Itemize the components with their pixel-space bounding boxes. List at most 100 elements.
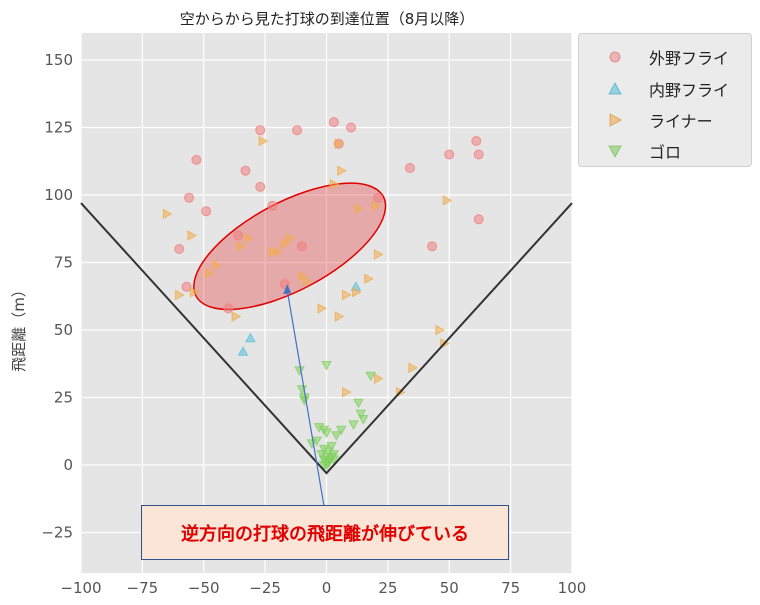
data-point [471, 136, 482, 146]
data-point [268, 246, 279, 258]
x-tick-label: 0 [322, 579, 332, 597]
y-axis-label: 飛距離（m） [10, 282, 28, 372]
data-point [316, 450, 327, 460]
legend-label: 内野フライ [649, 81, 730, 100]
data-point [181, 281, 192, 292]
data-point [321, 428, 332, 439]
triangle-down-marker-icon [608, 145, 622, 159]
data-point [187, 230, 198, 241]
data-point [258, 135, 269, 147]
y-tick-label: 125 [44, 119, 73, 137]
chart-title: 空からから見た打球の到達位置（8月以降） [180, 10, 475, 28]
data-point [321, 361, 332, 371]
data-point [346, 122, 357, 133]
legend-label: 外野フライ [649, 49, 730, 68]
legend-label: ライナー [649, 112, 713, 131]
data-point [342, 386, 352, 398]
y-tick-label: 150 [44, 51, 73, 69]
data-point [302, 276, 313, 287]
data-point [371, 200, 382, 212]
data-point [353, 398, 364, 409]
data-point [267, 200, 278, 211]
data-point [318, 460, 330, 471]
data-point [473, 149, 484, 160]
x-tick-label: −75 [127, 579, 159, 597]
y-tick-label: 50 [54, 321, 73, 339]
x-tick-label: 25 [378, 579, 397, 597]
data-point [162, 208, 173, 220]
y-tick-label: 25 [54, 389, 73, 407]
data-point [201, 206, 212, 217]
x-tick-label: 100 [558, 579, 587, 597]
data-point [326, 442, 337, 452]
data-point [351, 286, 362, 298]
data-point [335, 425, 347, 436]
data-point [175, 289, 185, 301]
data-point [285, 232, 296, 244]
data-point [373, 192, 384, 203]
data-point [233, 230, 244, 241]
y-tick-label: 0 [63, 456, 73, 474]
data-point [337, 165, 347, 177]
foul-line [80, 202, 573, 475]
data-point [236, 240, 247, 252]
legend-label: ゴロ [649, 143, 682, 162]
annotation-callout: 逆方向の打球の飛距離が伸びている [141, 505, 509, 560]
data-point [435, 324, 445, 336]
data-point [329, 178, 340, 190]
data-point [354, 203, 364, 214]
legend-item-outfield-fly: 外野フライ [579, 42, 753, 72]
legend: 外野フライ 内野フライ ライナー ゴロ [578, 33, 752, 167]
legend-item-infield-fly: 内野フライ [579, 74, 753, 104]
data-point [240, 165, 251, 176]
data-point [255, 125, 266, 136]
x-tick-label: −100 [60, 579, 101, 597]
data-point [473, 214, 484, 225]
data-point [280, 238, 291, 249]
data-point [328, 117, 339, 128]
data-point [294, 366, 305, 377]
data-point [373, 373, 384, 384]
data-point [442, 195, 453, 206]
data-point [404, 163, 415, 173]
data-point [357, 415, 369, 425]
data-point [223, 303, 234, 314]
data-point [292, 125, 303, 136]
triangle-right-marker-icon [609, 113, 623, 127]
data-point [243, 232, 254, 244]
data-point [184, 192, 195, 203]
data-point [330, 431, 342, 441]
data-point [174, 244, 185, 254]
data-point [342, 289, 352, 301]
data-point [444, 149, 455, 160]
data-point [373, 249, 384, 260]
data-point [334, 138, 345, 150]
data-point [317, 303, 328, 314]
data-point [211, 259, 222, 271]
legend-item-grounder: ゴロ [579, 136, 753, 166]
data-point [427, 241, 438, 252]
annotation-arrow-line [286, 289, 325, 507]
data-point [245, 332, 256, 343]
data-point [408, 362, 418, 374]
data-point [365, 371, 377, 382]
y-tick-labels: −25 0 25 50 75 100 125 150 [41, 51, 73, 542]
y-tick-label: 100 [44, 186, 73, 204]
data-point [189, 286, 200, 298]
data-point [297, 270, 308, 282]
y-tick-label: −25 [41, 524, 73, 542]
legend-item-liner: ライナー [579, 105, 753, 135]
annotation-arrow-layer [283, 284, 325, 507]
data-point [355, 409, 367, 420]
annotation-arrow-head [283, 284, 292, 295]
x-tick-label: −50 [188, 579, 220, 597]
x-tick-label: −25 [249, 579, 281, 597]
data-point [237, 346, 249, 356]
foul-lines [80, 202, 573, 475]
x-tick-labels: −100 −75 −50 −25 0 25 50 75 100 [60, 579, 586, 597]
data-point [334, 311, 345, 322]
x-tick-label: 50 [440, 579, 459, 597]
triangle-up-marker-icon [608, 81, 622, 95]
data-point [296, 241, 307, 252]
y-tick-label: 75 [54, 254, 73, 272]
